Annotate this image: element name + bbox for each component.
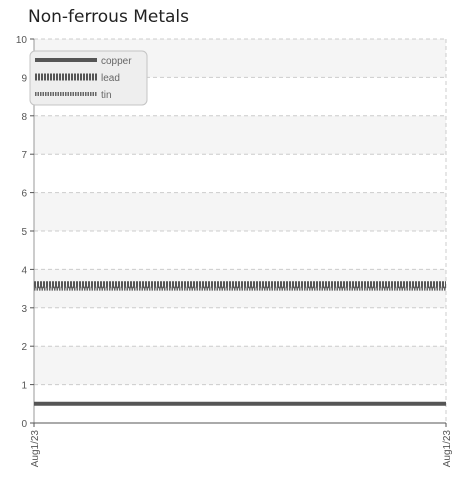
grid-band: [34, 192, 446, 231]
y-tick-label: 1: [21, 381, 27, 392]
y-tick-label: 9: [21, 73, 27, 84]
x-tick-label: Aug1/23: [442, 430, 453, 468]
legend-box: [29, 50, 148, 106]
chart-title: Non-ferrous Metals: [28, 7, 190, 27]
y-tick-label: 8: [21, 112, 27, 123]
y-tick-label: 4: [21, 265, 27, 276]
legend-label-copper: copper: [101, 56, 132, 67]
legend-label-tin: tin: [101, 90, 112, 101]
y-tick-label: 7: [21, 150, 27, 161]
y-tick-label: 0: [21, 419, 27, 430]
y-tick-label: 10: [16, 35, 28, 46]
y-tick-label: 5: [21, 227, 27, 238]
legend-label-lead: lead: [101, 73, 120, 84]
grid-band: [34, 115, 446, 155]
y-tick-label: 3: [21, 304, 27, 315]
y-tick-label: 6: [21, 189, 27, 200]
grid-band: [34, 346, 446, 385]
legend: copper lead tin: [29, 50, 148, 106]
y-tick-label: 2: [21, 342, 27, 353]
x-tick-label: Aug1/23: [30, 430, 41, 468]
